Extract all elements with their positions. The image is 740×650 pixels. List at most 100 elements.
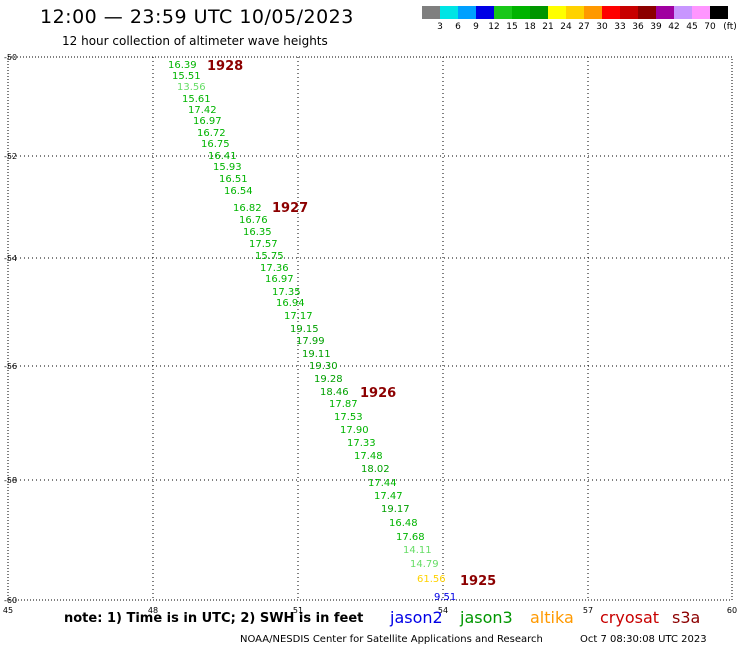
lat-tick-label: -54 — [4, 254, 17, 263]
legend-swatch — [638, 6, 656, 19]
legend-label: 27 — [578, 22, 590, 32]
legend-label: 39 — [650, 22, 662, 32]
lon-tick-label: 57 — [583, 606, 593, 615]
wave-height-value: 18.46 — [320, 387, 349, 398]
legend-label: 70 — [704, 22, 716, 32]
wave-readings: 16.3915.5113.5615.6117.4216.9716.7216.75… — [168, 60, 456, 603]
wave-height-value: 17.35 — [272, 287, 301, 298]
legend-label: 42 — [668, 22, 680, 32]
wave-height-value: 17.57 — [249, 239, 278, 250]
lat-tick-label: -50 — [4, 53, 17, 62]
legend-swatch — [656, 6, 674, 19]
credit-text: NOAA/NESDIS Center for Satellite Applica… — [240, 634, 543, 645]
track-time-label: 1928 — [207, 59, 243, 74]
legend-swatch — [710, 6, 728, 19]
legend-label: 36 — [632, 22, 644, 32]
wave-height-value: 61.56 — [417, 574, 446, 585]
wave-height-value: 19.17 — [381, 504, 410, 515]
lon-tick-label: 48 — [148, 606, 158, 615]
map-frame — [7, 56, 733, 601]
legend-label: 30 — [596, 22, 608, 32]
wave-height-value: 17.90 — [340, 425, 369, 436]
wave-height-value: 17.87 — [329, 399, 358, 410]
satellite-altika: altika — [530, 608, 574, 627]
lat-tick-label: -58 — [4, 476, 17, 485]
legend-label: 18 — [524, 22, 536, 32]
legend-swatch — [530, 6, 548, 19]
wave-height-value: 16.76 — [239, 215, 268, 226]
wave-height-value: 19.15 — [290, 324, 319, 335]
wave-height-value: 17.68 — [396, 532, 425, 543]
legend-swatch — [476, 6, 494, 19]
color-legend — [422, 6, 728, 19]
wave-height-value: 15.61 — [182, 94, 211, 105]
legend-swatch — [566, 6, 584, 19]
legend-swatch — [602, 6, 620, 19]
wave-height-value: 16.75 — [201, 139, 230, 150]
track-time-label: 1925 — [460, 574, 496, 589]
wave-height-value: 16.54 — [224, 186, 253, 197]
wave-height-value: 16.97 — [193, 116, 222, 127]
legend-swatch — [620, 6, 638, 19]
wave-height-value: 16.82 — [233, 203, 262, 214]
wave-height-value: 16.48 — [389, 518, 418, 529]
wave-height-value: 18.02 — [361, 464, 390, 475]
satellite-jason2: jason2 — [390, 608, 443, 627]
legend-label: 24 — [560, 22, 572, 32]
lat-tick-label: -60 — [4, 596, 17, 605]
legend-swatch — [548, 6, 566, 19]
track-time-label: 1926 — [360, 386, 396, 401]
satellite-cryosat: cryosat — [600, 608, 660, 627]
map-grid — [7, 56, 733, 601]
wave-height-value: 16.97 — [265, 274, 294, 285]
satellite-s3a: s3a — [672, 608, 701, 627]
wave-height-value: 17.42 — [188, 105, 217, 116]
wave-height-value: 13.56 — [177, 82, 206, 93]
wave-height-value: 16.35 — [243, 227, 272, 238]
legend-swatch — [494, 6, 512, 19]
wave-height-value: 9.51 — [434, 592, 456, 603]
page-title: 12:00 — 23:59 UTC 10/05/2023 — [40, 6, 354, 28]
wave-height-value: 17.99 — [296, 336, 325, 347]
legend-swatch — [584, 6, 602, 19]
legend-label: 33 — [614, 22, 626, 32]
wave-height-value: 16.94 — [276, 298, 305, 309]
wave-height-value: 14.11 — [403, 545, 432, 556]
lon-tick-label: 54 — [438, 606, 448, 615]
wave-height-value: 17.33 — [347, 438, 376, 449]
footer-note: note: 1) Time is in UTC; 2) SWH is in fe… — [64, 611, 364, 626]
wave-height-value: 19.28 — [314, 374, 343, 385]
wave-height-value: 16.51 — [219, 174, 248, 185]
legend-swatch — [674, 6, 692, 19]
wave-height-value: 17.36 — [260, 263, 289, 274]
legend-label: 3 — [437, 22, 443, 32]
wave-height-value: 19.30 — [309, 361, 338, 372]
wave-height-value: 15.51 — [172, 71, 201, 82]
wave-height-value: 15.93 — [213, 162, 242, 173]
wave-height-value: 17.53 — [334, 412, 363, 423]
legend-label: 45 — [686, 22, 698, 32]
legend-label: 6 — [455, 22, 461, 32]
wave-height-value: 16.39 — [168, 60, 197, 71]
legend-label: 15 — [506, 22, 518, 32]
wave-height-value: 19.11 — [302, 349, 331, 360]
page-subtitle: 12 hour collection of altimeter wave hei… — [62, 34, 328, 48]
wave-height-value: 14.79 — [410, 559, 439, 570]
wave-height-value: 16.72 — [197, 128, 226, 139]
wave-height-value: 16.41 — [208, 151, 237, 162]
legend-swatch — [422, 6, 440, 19]
legend-swatch — [458, 6, 476, 19]
legend-label: 9 — [473, 22, 479, 32]
legend-unit: (ft) — [723, 22, 737, 32]
wave-height-value: 17.17 — [284, 311, 313, 322]
lat-tick-label: -56 — [4, 362, 17, 371]
wave-height-value: 17.47 — [374, 491, 403, 502]
legend-swatch — [692, 6, 710, 19]
wave-height-value: 15.75 — [255, 251, 284, 262]
lon-tick-label: 51 — [293, 606, 303, 615]
satellite-jason3: jason3 — [460, 608, 513, 627]
lon-tick-label: 45 — [3, 606, 13, 615]
lat-tick-label: -52 — [4, 152, 17, 161]
